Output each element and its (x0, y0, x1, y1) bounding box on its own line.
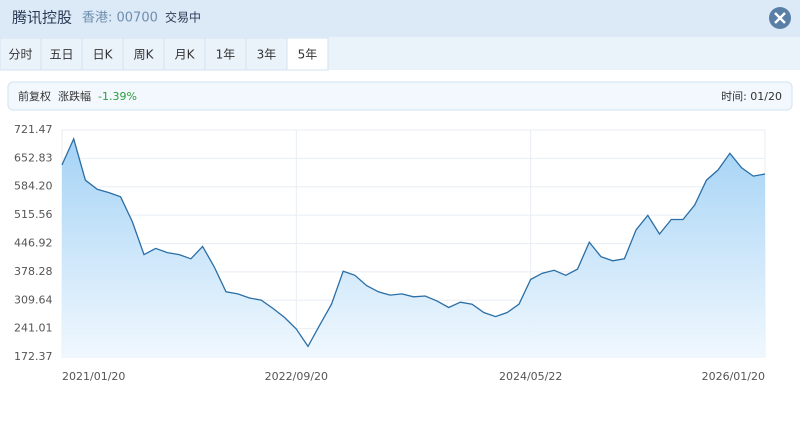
y-tick-label: 584.20 (14, 180, 53, 193)
tab-bg[interactable] (122, 37, 165, 71)
y-tick-label: 721.47 (14, 123, 53, 136)
info-bar (7, 81, 793, 111)
tab-bg[interactable] (163, 37, 206, 71)
tab-label[interactable]: 3年 (257, 48, 277, 62)
price-area (62, 138, 765, 357)
x-tick-label: 2021/01/20 (62, 370, 125, 383)
trade-status: 交易中 (165, 10, 201, 25)
y-tick-label: 309.64 (14, 293, 53, 306)
price-line (61, 137, 766, 348)
x-tick-label: 2024/05/22 (499, 370, 562, 383)
x-tick-label: 2022/09/20 (265, 370, 328, 383)
tab-label[interactable]: 月K (175, 48, 196, 62)
tab[interactable]: 周K (122, 37, 165, 71)
change-value: -1.39% (98, 90, 137, 103)
change-label: 涨跌幅 (58, 89, 91, 103)
tab[interactable]: 5年 (286, 37, 329, 71)
adjust-label: 前复权 (18, 89, 51, 103)
stock-code: 香港: 00700 (82, 11, 158, 26)
tab[interactable]: 日K (81, 37, 124, 71)
tab-label[interactable]: 日K (93, 48, 114, 62)
y-tick-label: 378.28 (14, 265, 53, 278)
tab[interactable]: 1年 (204, 37, 247, 71)
tab[interactable]: 3年 (245, 37, 288, 71)
tab-bg[interactable] (0, 37, 42, 71)
tab-bg[interactable] (40, 37, 83, 71)
tab[interactable]: 五日 (40, 37, 83, 71)
time-label: 时间: 01/20 (721, 90, 782, 103)
stock-name: 腾讯控股 (12, 9, 72, 27)
tab-label[interactable]: 1年 (216, 48, 236, 62)
tab[interactable]: 分时 (0, 37, 42, 71)
y-tick-label: 515.56 (14, 208, 53, 221)
tab-bg[interactable] (245, 37, 288, 71)
y-tick-label: 172.37 (14, 350, 53, 363)
tab-label[interactable]: 分时 (8, 48, 32, 62)
tab-label[interactable]: 周K (134, 48, 155, 62)
tab-label[interactable]: 五日 (49, 48, 73, 62)
header-bar (0, 0, 800, 37)
x-tick-label: 2026/01/20 (702, 370, 765, 383)
tab-label[interactable]: 5年 (298, 48, 318, 62)
tab-bg[interactable] (286, 37, 329, 71)
y-tick-label: 446.92 (14, 237, 53, 250)
tab[interactable]: 月K (163, 37, 206, 71)
y-tick-label: 652.83 (14, 151, 53, 164)
close-button[interactable] (769, 7, 791, 29)
tab-bg[interactable] (81, 37, 124, 71)
y-tick-label: 241.01 (14, 322, 53, 335)
